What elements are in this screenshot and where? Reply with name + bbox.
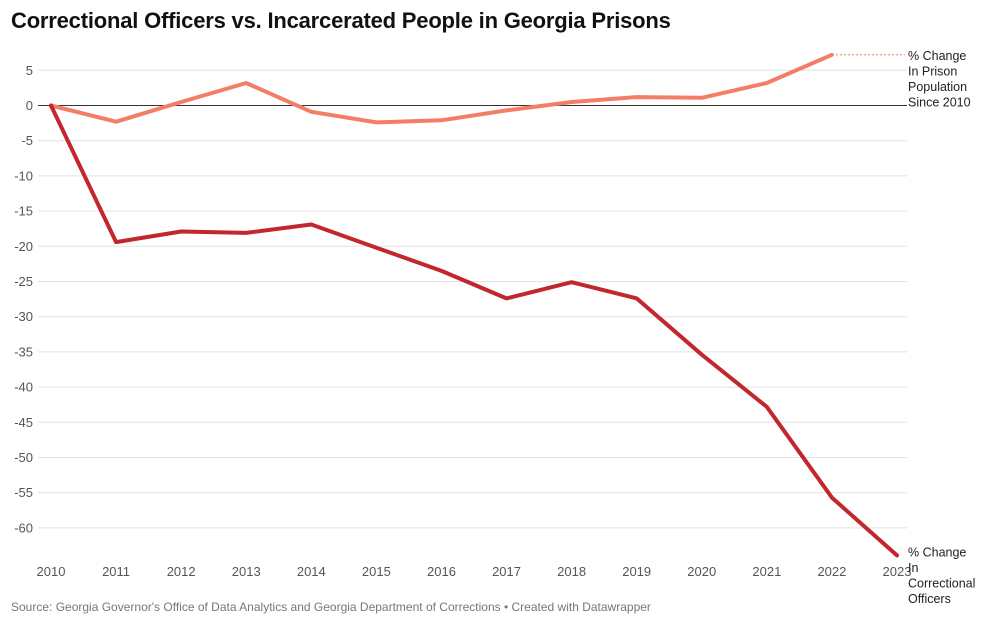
x-tick-label: 2020 [687, 564, 716, 579]
x-tick-label: 2023 [883, 564, 912, 579]
y-tick-label: -55 [14, 485, 33, 500]
y-tick-label: -10 [14, 168, 33, 183]
series-lines [49, 52, 899, 558]
chart-title: Correctional Officers vs. Incarcerated P… [11, 8, 671, 33]
x-tick-label: 2022 [817, 564, 846, 579]
x-tick-label: 2012 [167, 564, 196, 579]
x-tick-label: 2016 [427, 564, 456, 579]
x-tick-label: 2018 [557, 564, 586, 579]
y-tick-label: -40 [14, 380, 33, 395]
y-tick-label: -20 [14, 239, 33, 254]
x-tick-label: 2014 [297, 564, 326, 579]
x-axis: 2010 2011 2012 2013 2014 2015 2016 2017 2018 2019… [37, 564, 912, 579]
x-tick-label: 2021 [752, 564, 781, 579]
series-label-prison-population: % Change In Prison Population Since 2010 [908, 49, 971, 109]
series-labels: % Change In Prison Population Since 2010 % C… [835, 49, 975, 606]
y-tick-label: -35 [14, 344, 33, 359]
x-tick-label: 2017 [492, 564, 521, 579]
x-tick-label: 2015 [362, 564, 391, 579]
gridlines [38, 69, 907, 529]
x-tick-label: 2019 [622, 564, 651, 579]
y-tick-label: -45 [14, 415, 33, 430]
y-tick-label: -30 [14, 309, 33, 324]
x-tick-label: 2011 [102, 564, 130, 579]
series-label-correctional-officers: % Change In Correctional Officers [908, 545, 975, 606]
x-tick-label: 2010 [37, 564, 66, 579]
y-tick-label: -25 [14, 274, 33, 289]
y-axis: 5 0 -5 -10 -15 -20 -25 -30 -35 -40 -45 -50 -55 -60 [14, 63, 33, 536]
y-tick-label: 0 [26, 98, 33, 113]
y-tick-label: -15 [14, 204, 33, 219]
series-line-0 [49, 52, 834, 125]
source-note: Source: Georgia Governor's Office of Dat… [11, 600, 651, 614]
y-tick-label: 5 [26, 63, 33, 78]
y-tick-label: -5 [21, 133, 33, 148]
y-tick-label: -60 [14, 520, 33, 535]
y-tick-label: -50 [14, 450, 33, 465]
x-tick-label: 2013 [232, 564, 261, 579]
series-line-1 [49, 103, 899, 558]
